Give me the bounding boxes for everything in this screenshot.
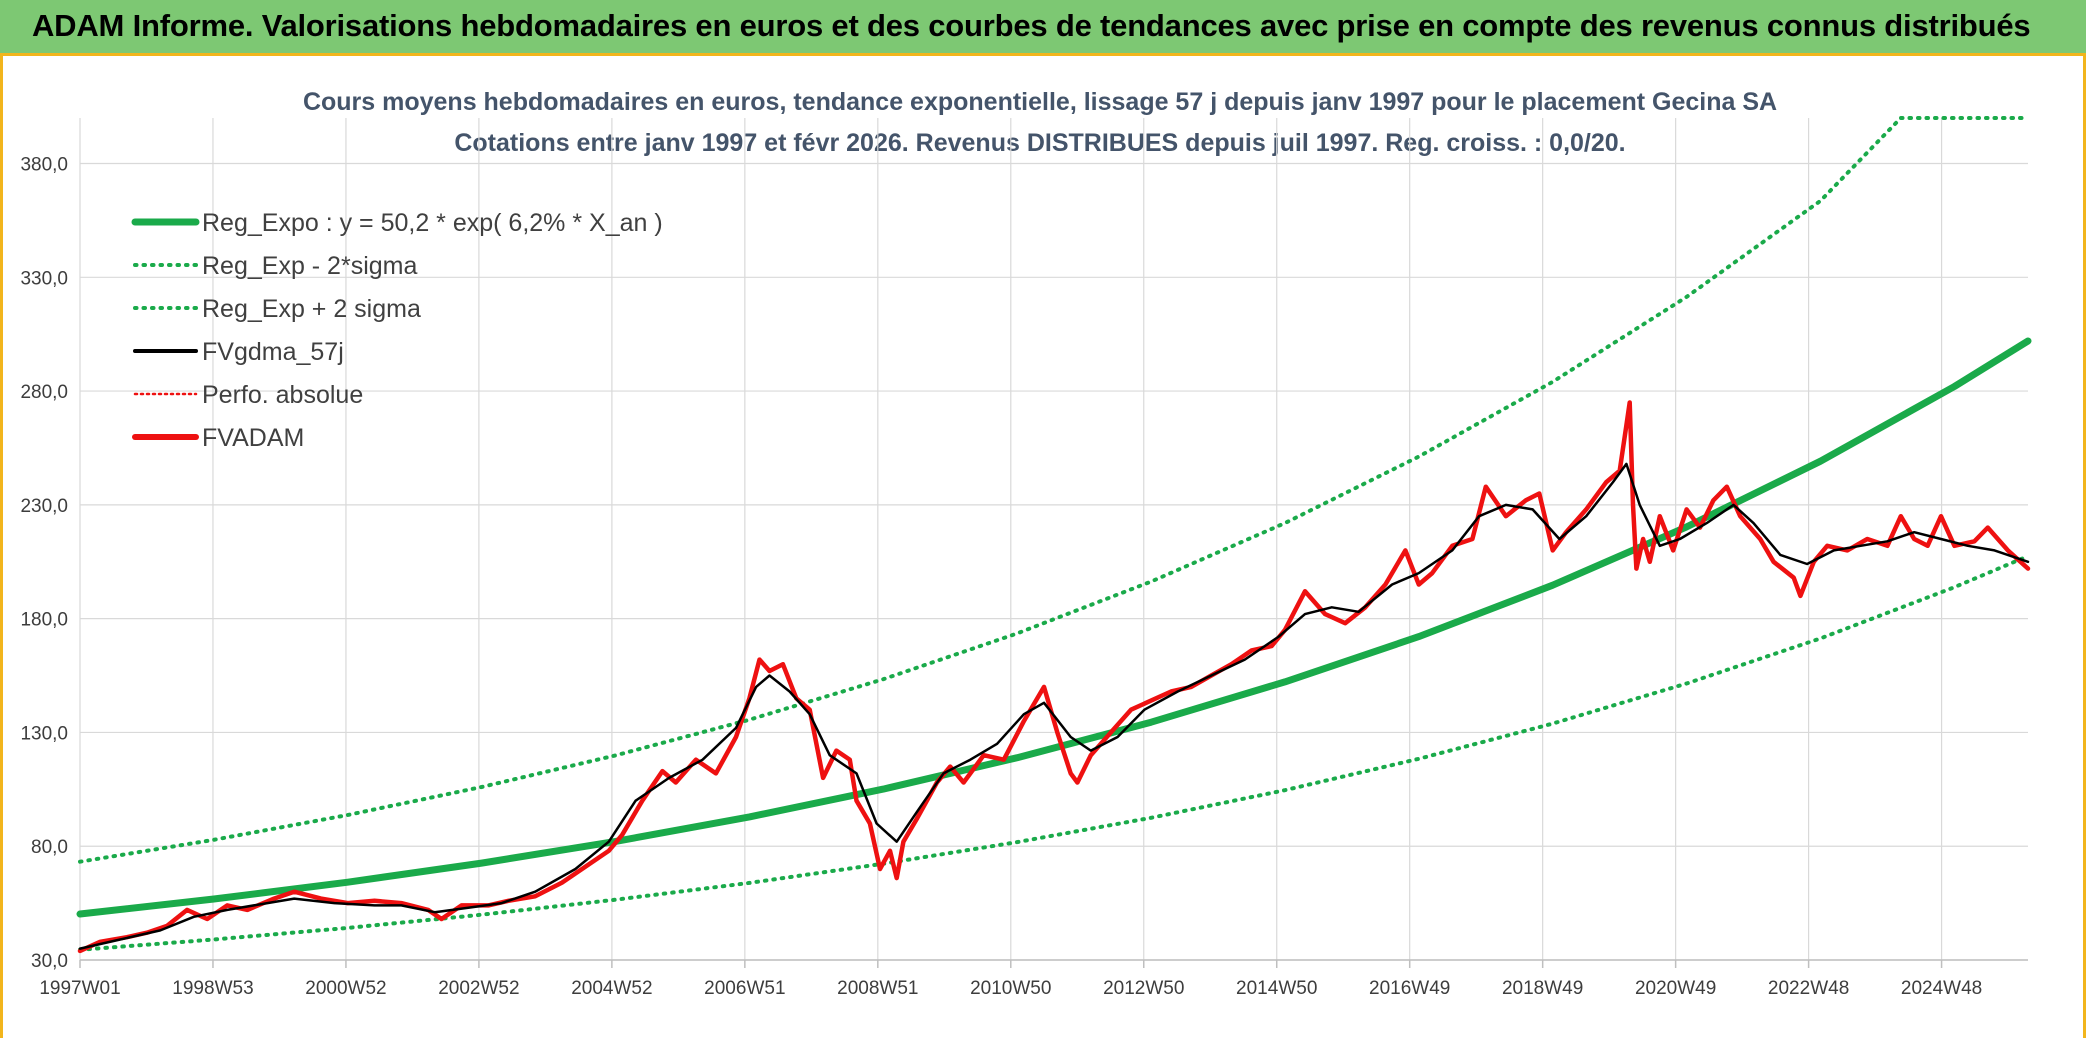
chart-title-line-1: Cours moyens hebdomadaires en euros, ten… — [303, 88, 1777, 116]
x-tick-label: 1997W01 — [39, 978, 120, 999]
report-title: ADAM Informe. Valorisations hebdomadaire… — [32, 8, 2031, 43]
report-banner: ADAM Informe. Valorisations hebdomadaire… — [0, 0, 2086, 56]
x-tick-label: 2000W52 — [305, 978, 386, 999]
x-tick-label: 1998W53 — [172, 978, 253, 999]
chart-title-line-2: Cotations entre janv 1997 et févr 2026. … — [454, 129, 1625, 157]
legend-label: FVADAM — [202, 424, 304, 452]
x-tick-label: 2024W48 — [1901, 978, 1982, 999]
x-tick-label: 2002W52 — [438, 978, 519, 999]
x-axis: 1997W01 1998W53 2000W52 2002W52 2004W52 2006W… — [39, 960, 1982, 999]
x-tick-label: 2016W49 — [1369, 978, 1450, 999]
legend-label: Reg_Exp - 2*sigma — [202, 252, 417, 280]
y-tick-label: 280,0 — [20, 382, 68, 403]
x-tick-label: 2022W48 — [1768, 978, 1849, 999]
y-tick-label: 380,0 — [20, 155, 68, 176]
series-line-reg-expo — [76, 337, 2032, 918]
x-tick-label: 2008W51 — [837, 978, 918, 999]
y-tick-label: 180,0 — [20, 610, 68, 631]
x-tick-label: 2012W50 — [1103, 978, 1184, 999]
legend-label: Reg_Expo : y = 50,2 * exp( 6,2% * X_an ) — [202, 209, 663, 237]
x-tick-label: 2020W49 — [1635, 978, 1716, 999]
legend-label: Perfo. absolue — [202, 381, 363, 409]
y-tick-label: 330,0 — [20, 268, 68, 289]
y-tick-label: 230,0 — [20, 496, 68, 517]
legend-label: Reg_Exp + 2 sigma — [202, 295, 421, 323]
series-line-reg-exp-2-sigma — [78, 116, 2030, 864]
series-line-reg-exp-2-sigma — [78, 554, 2030, 952]
plot-area — [80, 118, 2028, 960]
plot-series — [76, 116, 2032, 954]
x-tick-label: 2004W52 — [571, 978, 652, 999]
x-tick-label: 2006W51 — [704, 978, 785, 999]
y-tick-label: 80,0 — [31, 837, 68, 858]
y-tick-label: 30,0 — [31, 951, 68, 972]
gridlines — [79, 118, 2028, 961]
legend-label: FVgdma_57j — [202, 338, 344, 366]
x-tick-label: 2018W49 — [1502, 978, 1583, 999]
y-tick-label: 130,0 — [20, 723, 68, 744]
legend: Reg_Expo : y = 50,2 * exp( 6,2% * X_an )… — [131, 209, 663, 452]
series-line-fvgdma-57j — [78, 462, 2030, 950]
x-tick-label: 2014W50 — [1236, 978, 1317, 999]
series-line-fvadam — [77, 400, 2031, 954]
y-axis: 30,0 80,0 130,0 180,0 230,0 280,0 330,0 380,0 — [20, 155, 68, 972]
chart-frame — [0, 56, 2086, 1038]
x-tick-label: 2010W50 — [970, 978, 1051, 999]
